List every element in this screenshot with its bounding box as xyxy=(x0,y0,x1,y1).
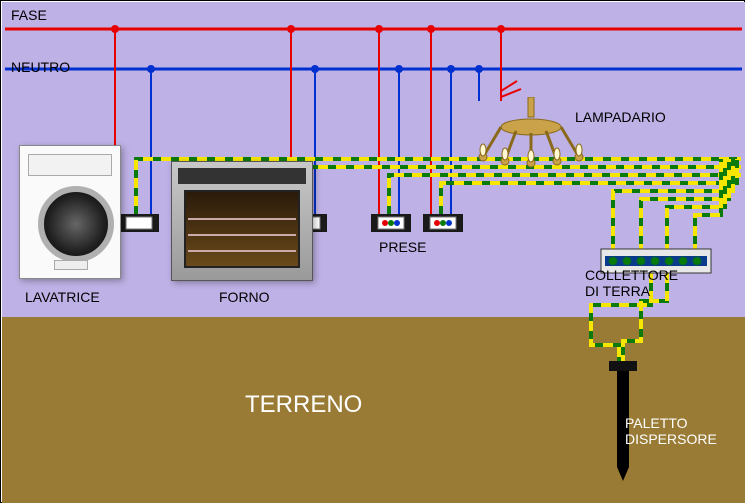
label-collettore: COLLETTORE DI TERRA xyxy=(585,267,678,299)
label-paletto: PALETTO DISPERSORE xyxy=(625,415,717,447)
label-lampadario: LAMPADARIO xyxy=(575,109,666,125)
label-fase: FASE xyxy=(11,7,47,23)
label-lavatrice: LAVATRICE xyxy=(25,289,100,305)
label-prese: PRESE xyxy=(379,239,426,255)
label-terreno: TERRENO xyxy=(245,391,362,419)
label-forno: FORNO xyxy=(219,289,270,305)
lampadario-icon xyxy=(471,97,591,177)
lavatrice-appliance xyxy=(19,145,121,279)
label-neutro: NEUTRO xyxy=(11,59,70,75)
forno-appliance xyxy=(171,161,313,281)
